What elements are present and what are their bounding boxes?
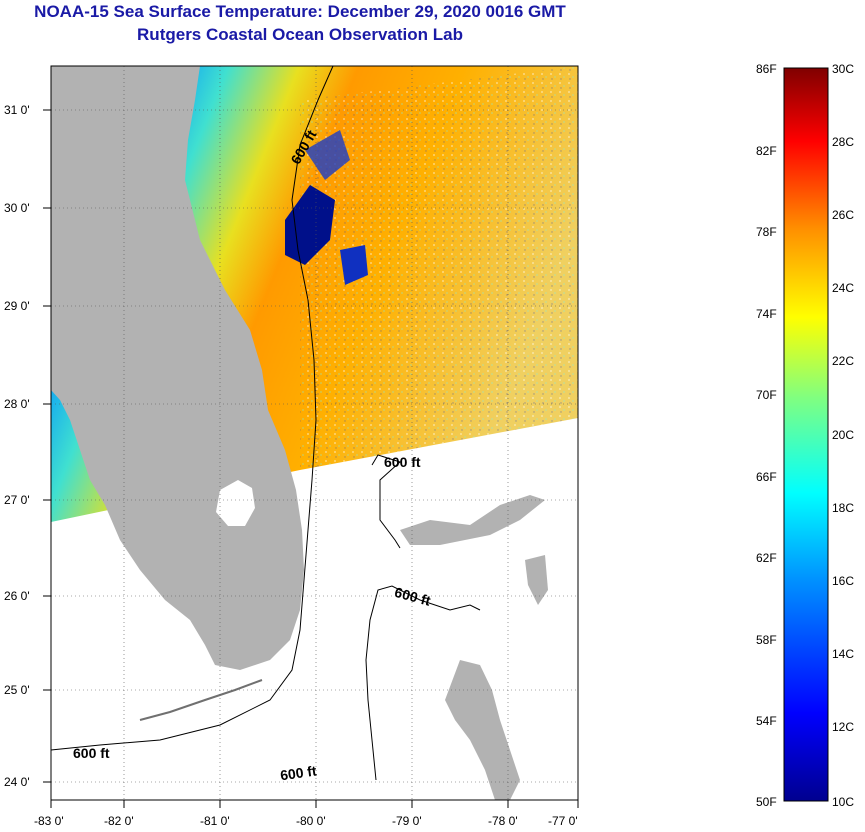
fahrenheit-label: 86F bbox=[756, 62, 777, 76]
fahrenheit-label: 58F bbox=[756, 633, 777, 647]
colorbar-celsius-labels: 30C 28C 26C 24C 22C 20C 18C 16C 14C 12C … bbox=[832, 62, 854, 809]
colorbar-fahrenheit-labels: 86F 82F 78F 74F 70F 66F 62F 58F 54F 50F bbox=[756, 62, 777, 809]
celsius-label: 30C bbox=[832, 62, 854, 76]
latitude-tick-label: 31 0' bbox=[4, 103, 30, 117]
longitude-tick-label: -77 0' bbox=[548, 814, 578, 828]
fahrenheit-label: 62F bbox=[756, 551, 777, 565]
fahrenheit-label: 70F bbox=[756, 388, 777, 402]
celsius-label: 22C bbox=[832, 354, 854, 368]
temperature-colorbar: 86F 82F 78F 74F 70F 66F 62F 58F 54F 50F … bbox=[756, 62, 854, 809]
latitude-tick-label: 24 0' bbox=[4, 775, 30, 789]
contour-label: 600 ft bbox=[279, 762, 318, 783]
bahamas-island bbox=[400, 495, 545, 545]
contour-label: 600 ft bbox=[384, 454, 421, 470]
contour-line-tongue bbox=[365, 585, 481, 781]
latitude-tick-label: 29 0' bbox=[4, 299, 30, 313]
longitude-tick-label: -79 0' bbox=[392, 814, 422, 828]
latitude-tick-label: 30 0' bbox=[4, 201, 30, 215]
latitude-tick-label: 25 0' bbox=[4, 683, 30, 697]
map-frame bbox=[50, 65, 579, 801]
cold-eddy-patch bbox=[305, 130, 350, 180]
lake-okeechobee bbox=[216, 480, 255, 526]
cold-eddy-patch bbox=[340, 245, 368, 285]
celsius-label: 14C bbox=[832, 647, 854, 661]
longitude-tick-label: -81 0' bbox=[200, 814, 230, 828]
fahrenheit-label: 50F bbox=[756, 795, 777, 809]
fahrenheit-label: 66F bbox=[756, 470, 777, 484]
celsius-label: 18C bbox=[832, 501, 854, 515]
celsius-label: 26C bbox=[832, 208, 854, 222]
latitude-tick-label: 26 0' bbox=[4, 589, 30, 603]
bahamas-island bbox=[445, 660, 520, 800]
depth-contours bbox=[50, 65, 481, 781]
map-subtitle: Rutgers Coastal Ocean Observation Lab bbox=[137, 25, 463, 44]
contour-line-bahamas-bank bbox=[371, 454, 401, 549]
longitude-tick-label: -80 0' bbox=[296, 814, 326, 828]
map-area bbox=[51, 66, 578, 800]
fahrenheit-label: 78F bbox=[756, 225, 777, 239]
axis-ticks bbox=[43, 109, 579, 808]
longitude-tick-label: -82 0' bbox=[104, 814, 134, 828]
colorbar-gradient bbox=[783, 67, 829, 802]
contour-label: 600 ft bbox=[73, 745, 110, 761]
bahamas-island bbox=[525, 555, 548, 605]
celsius-label: 16C bbox=[832, 574, 854, 588]
celsius-label: 20C bbox=[832, 428, 854, 442]
celsius-label: 28C bbox=[832, 135, 854, 149]
fahrenheit-label: 54F bbox=[756, 714, 777, 728]
longitude-tick-label: -78 0' bbox=[488, 814, 518, 828]
florida-keys bbox=[139, 679, 263, 721]
celsius-label: 12C bbox=[832, 720, 854, 734]
fahrenheit-label: 82F bbox=[756, 144, 777, 158]
longitude-tick-label: -83 0' bbox=[34, 814, 64, 828]
celsius-label: 24C bbox=[832, 281, 854, 295]
contour-line-shelf-edge bbox=[50, 65, 334, 751]
celsius-label: 10C bbox=[832, 795, 854, 809]
latitude-labels: 31 0' 30 0' 29 0' 28 0' 27 0' 26 0' 25 0… bbox=[4, 103, 30, 789]
latitude-tick-label: 28 0' bbox=[4, 397, 30, 411]
map-title: NOAA-15 Sea Surface Temperature: Decembe… bbox=[34, 2, 566, 21]
sst-speckle-region bbox=[300, 66, 578, 470]
latitude-tick-label: 27 0' bbox=[4, 493, 30, 507]
fahrenheit-label: 74F bbox=[756, 307, 777, 321]
longitude-labels: -83 0' -82 0' -81 0' -80 0' -79 0' -78 0… bbox=[34, 814, 578, 828]
